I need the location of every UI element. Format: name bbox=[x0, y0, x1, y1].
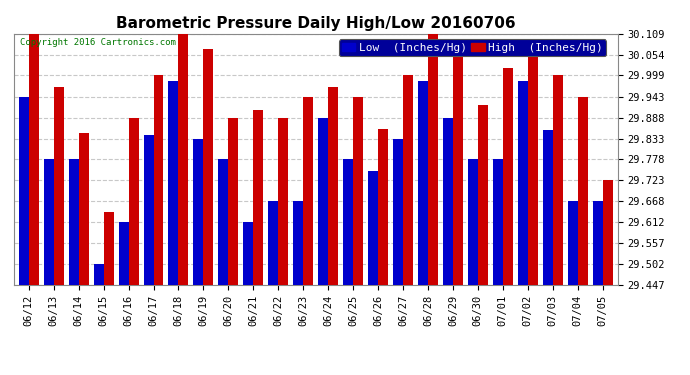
Bar bbox=[79, 133, 88, 285]
Bar bbox=[418, 81, 428, 285]
Title: Barometric Pressure Daily High/Low 20160706: Barometric Pressure Daily High/Low 20160… bbox=[116, 16, 515, 31]
Bar bbox=[144, 135, 153, 285]
Bar bbox=[119, 222, 128, 285]
Bar bbox=[403, 75, 413, 285]
Text: Copyright 2016 Cartronics.com: Copyright 2016 Cartronics.com bbox=[20, 38, 176, 46]
Bar bbox=[179, 34, 188, 285]
Bar bbox=[318, 118, 328, 285]
Bar bbox=[228, 118, 238, 285]
Bar bbox=[244, 222, 253, 285]
Bar bbox=[543, 130, 553, 285]
Bar bbox=[54, 87, 63, 285]
Bar bbox=[353, 97, 363, 285]
Legend: Low  (Inches/Hg), High  (Inches/Hg): Low (Inches/Hg), High (Inches/Hg) bbox=[339, 39, 606, 56]
Bar bbox=[253, 110, 264, 285]
Bar bbox=[104, 212, 114, 285]
Bar bbox=[493, 159, 503, 285]
Bar bbox=[453, 55, 463, 285]
Bar bbox=[602, 180, 613, 285]
Bar bbox=[193, 138, 204, 285]
Bar bbox=[69, 159, 79, 285]
Bar bbox=[343, 159, 353, 285]
Bar bbox=[268, 201, 278, 285]
Bar bbox=[368, 171, 378, 285]
Bar bbox=[443, 118, 453, 285]
Bar bbox=[303, 97, 313, 285]
Bar bbox=[478, 105, 488, 285]
Bar bbox=[168, 81, 179, 285]
Bar bbox=[128, 118, 139, 285]
Bar bbox=[593, 201, 602, 285]
Bar bbox=[393, 138, 403, 285]
Bar bbox=[293, 201, 303, 285]
Bar bbox=[94, 264, 104, 285]
Bar bbox=[278, 118, 288, 285]
Bar bbox=[328, 87, 338, 285]
Bar bbox=[29, 34, 39, 285]
Bar bbox=[468, 159, 478, 285]
Bar bbox=[218, 159, 228, 285]
Bar bbox=[568, 201, 578, 285]
Bar bbox=[43, 159, 54, 285]
Bar bbox=[518, 81, 528, 285]
Bar bbox=[578, 97, 588, 285]
Bar bbox=[553, 75, 562, 285]
Bar bbox=[503, 68, 513, 285]
Bar bbox=[204, 48, 213, 285]
Bar bbox=[19, 97, 29, 285]
Bar bbox=[153, 75, 164, 285]
Bar bbox=[378, 129, 388, 285]
Bar bbox=[528, 55, 538, 285]
Bar bbox=[428, 34, 438, 285]
